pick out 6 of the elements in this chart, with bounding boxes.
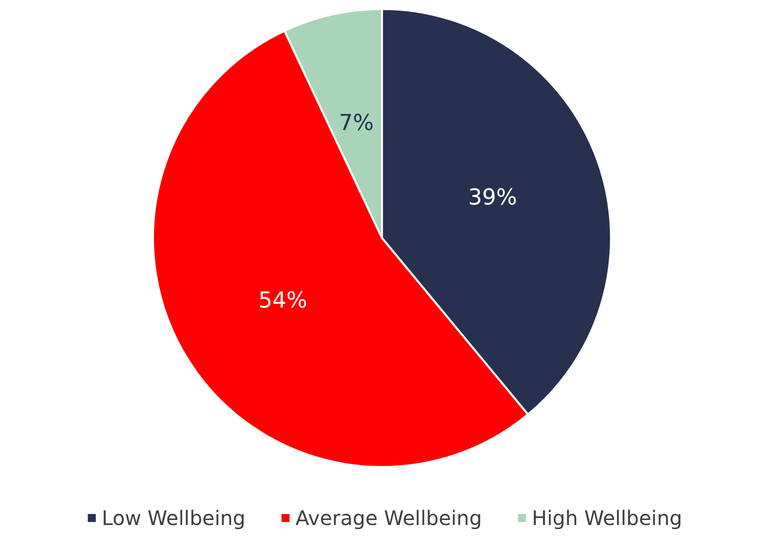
legend-label: Average Wellbeing <box>295 506 482 530</box>
legend-label: Low Wellbeing <box>102 506 246 530</box>
legend-label: High Wellbeing <box>532 506 682 530</box>
data-label: 7% <box>338 110 374 136</box>
data-label: 39% <box>468 186 518 211</box>
data-label: 54% <box>258 288 308 314</box>
